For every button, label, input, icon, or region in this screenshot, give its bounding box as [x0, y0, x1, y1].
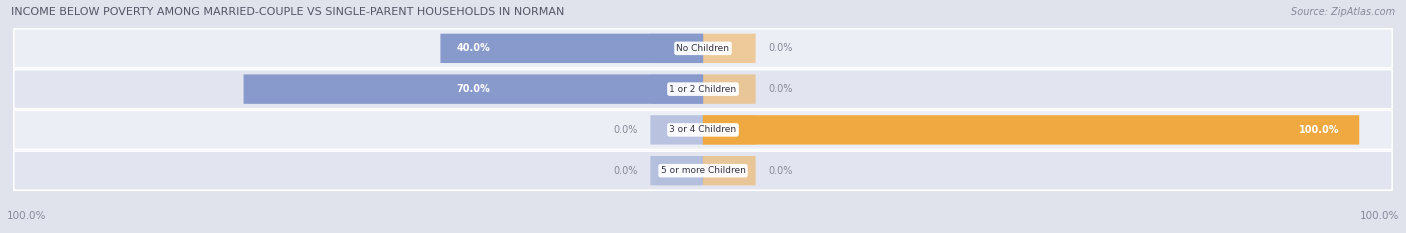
Text: 100.0%: 100.0%: [1299, 125, 1340, 135]
Text: No Children: No Children: [676, 44, 730, 53]
Text: 1 or 2 Children: 1 or 2 Children: [669, 85, 737, 94]
FancyBboxPatch shape: [703, 115, 1360, 144]
FancyBboxPatch shape: [651, 34, 703, 63]
FancyBboxPatch shape: [14, 151, 1392, 190]
FancyBboxPatch shape: [243, 75, 703, 104]
Text: 70.0%: 70.0%: [457, 84, 491, 94]
FancyBboxPatch shape: [703, 115, 755, 144]
Text: 5 or more Children: 5 or more Children: [661, 166, 745, 175]
Text: 0.0%: 0.0%: [769, 43, 793, 53]
FancyBboxPatch shape: [14, 29, 1392, 68]
Text: 0.0%: 0.0%: [769, 84, 793, 94]
Text: 3 or 4 Children: 3 or 4 Children: [669, 125, 737, 134]
Text: Source: ZipAtlas.com: Source: ZipAtlas.com: [1291, 7, 1395, 17]
Text: 0.0%: 0.0%: [613, 125, 637, 135]
Text: 100.0%: 100.0%: [1360, 211, 1399, 221]
Text: 40.0%: 40.0%: [457, 43, 491, 53]
Text: 0.0%: 0.0%: [769, 166, 793, 176]
Text: 100.0%: 100.0%: [7, 211, 46, 221]
FancyBboxPatch shape: [14, 110, 1392, 150]
FancyBboxPatch shape: [703, 75, 755, 104]
FancyBboxPatch shape: [651, 115, 703, 144]
FancyBboxPatch shape: [14, 70, 1392, 109]
FancyBboxPatch shape: [703, 156, 755, 185]
FancyBboxPatch shape: [703, 34, 755, 63]
FancyBboxPatch shape: [651, 75, 703, 104]
Text: 0.0%: 0.0%: [613, 166, 637, 176]
Text: INCOME BELOW POVERTY AMONG MARRIED-COUPLE VS SINGLE-PARENT HOUSEHOLDS IN NORMAN: INCOME BELOW POVERTY AMONG MARRIED-COUPL…: [11, 7, 565, 17]
FancyBboxPatch shape: [440, 34, 703, 63]
FancyBboxPatch shape: [651, 156, 703, 185]
